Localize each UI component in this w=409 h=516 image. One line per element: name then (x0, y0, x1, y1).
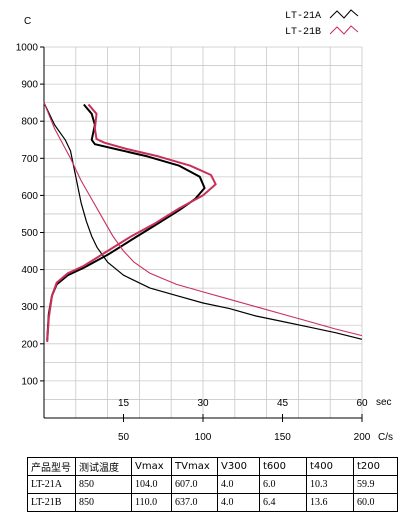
legend-label: LT-21B (285, 27, 321, 38)
table-cell: 850 (75, 493, 132, 512)
rate-tick-label: 200 (354, 432, 371, 443)
y-tick-label: 700 (21, 154, 38, 165)
table-cell: 607.0 (171, 475, 218, 494)
table-header-row: 产品型号 测试温度 Vmax TVmax V300 t600 t400 t200 (27, 457, 398, 476)
spec-table: 产品型号 测试温度 Vmax TVmax V300 t600 t400 t200… (27, 457, 398, 512)
y-tick-label: 1000 (16, 43, 39, 54)
table-row: LT-21B 850 110.0 637.0 4.0 6.4 13.6 60.0 (27, 493, 398, 512)
table-cell: 6.0 (259, 475, 307, 494)
table-cell: LT-21A (27, 475, 76, 494)
rate-tick-label: 150 (274, 432, 291, 443)
quench-cooling-chart: 1000 900 800 700 600 500 400 300 200 100 15 30 45 60… (16, 9, 393, 443)
legend-swatch (329, 25, 359, 35)
table-cell: 850 (75, 475, 132, 494)
y-tick-label: 100 (21, 376, 38, 387)
cooling-rate-curve-lt-21b (46, 103, 217, 342)
header-cell-tvmax: TVmax (171, 457, 218, 476)
header-cell-t400: t400 (306, 457, 354, 476)
y-tick-label: 800 (21, 117, 38, 128)
y-axis-label: C (24, 16, 31, 27)
y-tick-label: 500 (21, 228, 38, 239)
y-axis-ticks: 1000 900 800 700 600 500 400 300 200 100 (16, 43, 44, 387)
header-cell-t600: t600 (259, 457, 307, 476)
y-tick-label: 600 (21, 191, 38, 202)
legend-label: LT-21A (285, 11, 321, 22)
time-tick-label: 15 (118, 398, 130, 409)
legend: LT-21A LT-21B (285, 9, 359, 38)
cooling-curve-lt-21b (43, 102, 363, 337)
header-cell-vmax: Vmax (131, 457, 172, 476)
table-cell: 104.0 (131, 475, 172, 494)
legend-swatch (329, 9, 359, 19)
table-cell: 13.6 (306, 493, 354, 512)
header-cell-model: 产品型号 (27, 457, 76, 476)
table-cell: LT-21B (27, 493, 76, 512)
rate-tick-label: 50 (118, 432, 130, 443)
grid (44, 46, 363, 418)
header-cell-t200: t200 (353, 457, 398, 476)
table-cell: 110.0 (131, 493, 172, 512)
rate-axis-ticks: 50 100 150 200 (118, 418, 371, 443)
table-cell: 60.0 (353, 493, 398, 512)
time-tick-label: 60 (356, 398, 368, 409)
header-cell-test-temp: 测试温度 (75, 457, 132, 476)
y-tick-label: 400 (21, 265, 38, 276)
series (43, 102, 363, 342)
table-cell: 6.4 (259, 493, 307, 512)
rate-tick-label: 100 (195, 432, 212, 443)
table-cell: 637.0 (171, 493, 218, 512)
rate-axis-label: C/s (378, 432, 393, 443)
table-cell: 59.9 (353, 475, 398, 494)
time-axis-label: sec (376, 397, 392, 408)
header-cell-v300: V300 (217, 457, 260, 476)
table-row: LT-21A 850 104.0 607.0 4.0 6.0 10.3 59.9 (27, 475, 398, 494)
table-cell: 4.0 (217, 475, 260, 494)
y-tick-label: 300 (21, 302, 38, 313)
y-tick-label: 200 (21, 339, 38, 350)
y-tick-label: 900 (21, 80, 38, 91)
table-cell: 10.3 (306, 475, 354, 494)
time-tick-label: 45 (277, 398, 289, 409)
time-axis-ticks: 15 30 45 60 (118, 398, 368, 418)
cooling-curve-lt-21a (43, 102, 363, 340)
time-tick-label: 30 (197, 398, 209, 409)
table-cell: 4.0 (217, 493, 260, 512)
